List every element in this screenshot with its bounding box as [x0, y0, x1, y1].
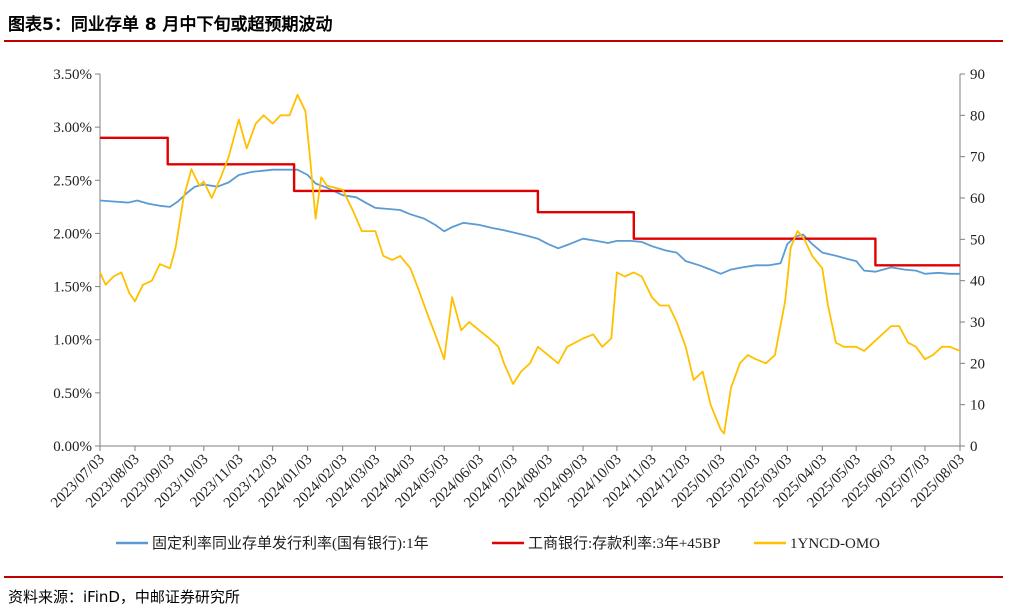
y-left-tick-label: 1.00% — [53, 333, 92, 349]
y-right-tick-label: 80 — [970, 108, 985, 124]
y-left-tick-label: 3.50% — [53, 67, 92, 83]
y-right-tick-label: 30 — [970, 315, 985, 331]
y-right-tick-label: 90 — [970, 67, 985, 83]
legend-label: 工商银行:存款利率:3年+45BP — [528, 535, 721, 552]
y-right-tick-label: 0 — [970, 439, 978, 455]
title-rule — [4, 40, 1003, 42]
figure-title: 图表5：同业存单 8 月中下旬或超预期波动 — [8, 15, 333, 35]
y-left-tick-label: 3.00% — [53, 120, 92, 136]
source-rule — [4, 576, 1003, 578]
chart-series — [99, 93, 961, 435]
legend-label: 固定利率同业存单发行利率(国有银行):1年 — [152, 535, 429, 552]
y-right-tick-label: 70 — [970, 150, 985, 166]
y-left-tick-label: 1.50% — [53, 280, 92, 296]
series-line-2 — [99, 93, 961, 435]
y-left-tick-label: 2.50% — [53, 173, 92, 189]
series-line-1 — [100, 136, 960, 267]
chart-legend: 固定利率同业存单发行利率(国有银行):1年 工商银行:存款利率:3年+45BP 1Y… — [116, 535, 880, 552]
y-right-tick-label: 50 — [970, 232, 985, 248]
y-right-tick-label: 10 — [970, 398, 985, 414]
y-left-tick-label: 0.00% — [53, 439, 92, 455]
chart-axes: 0.00% 0.50% 1.00% 1.50% 2.00% 2.50% 3.00% 3.50%… — [48, 67, 985, 511]
y-left-tick-label: 2.00% — [53, 226, 92, 242]
legend-label: 1YNCD-OMO — [790, 536, 880, 552]
source-note: 资料来源：iFinD，中邮证券研究所 — [8, 588, 240, 606]
y-left-tick-label: 0.50% — [53, 386, 92, 402]
y-right-tick-label: 60 — [970, 191, 985, 207]
y-right-tick-label: 40 — [970, 274, 985, 290]
series-line-0 — [99, 168, 960, 275]
y-right-tick-label: 20 — [970, 356, 985, 372]
